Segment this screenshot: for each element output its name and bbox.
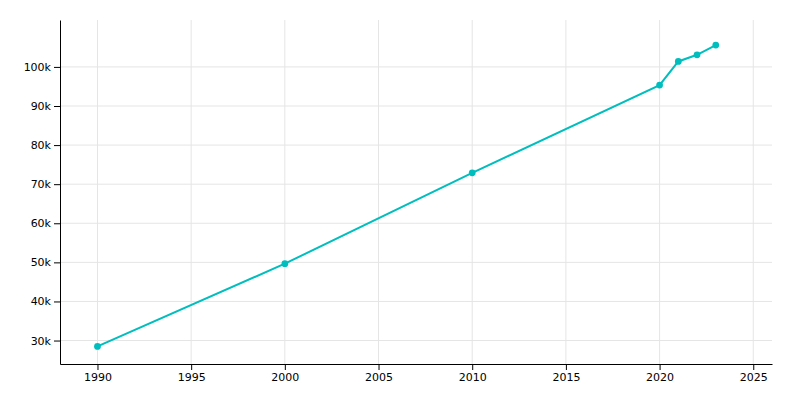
x-tick-label: 2015 [552, 371, 580, 384]
grid-line-y [60, 66, 772, 67]
grid-line-x [753, 20, 754, 364]
x-tick: 2010 [459, 364, 487, 384]
y-tick-label: 30k [31, 335, 52, 348]
grid-line-y [60, 301, 772, 302]
y-tick: 70k [31, 178, 60, 191]
y-tick-label: 100k [24, 61, 52, 74]
x-tick-label: 2010 [459, 371, 487, 384]
y-tick: 100k [24, 61, 60, 74]
grid-line-y [60, 340, 772, 341]
y-tick-mark [54, 341, 60, 342]
y-tick-label: 90k [31, 100, 52, 113]
x-axis: 1990 1995 2000 2005 2010 2015 2020 2025 [61, 364, 773, 384]
y-tick-mark [54, 145, 60, 146]
x-tick-mark [566, 364, 567, 370]
x-axis-line [61, 364, 773, 365]
point [469, 169, 476, 176]
y-tick-mark [54, 106, 60, 107]
x-tick: 2015 [552, 364, 580, 384]
x-tick: 1995 [178, 364, 206, 384]
y-tick-label: 60k [31, 217, 52, 230]
line [97, 45, 715, 346]
x-tick: 1990 [84, 364, 112, 384]
y-tick-label: 40k [31, 295, 52, 308]
x-tick-label: 1995 [178, 371, 206, 384]
chart-container: 1990 1995 2000 2005 2010 2015 2020 2025 30k 40k 50… [0, 0, 800, 400]
grid-line-x [565, 20, 566, 364]
grid-line-x [97, 20, 98, 364]
x-tick-mark [379, 364, 380, 370]
point [694, 51, 701, 58]
grid-line-y [60, 106, 772, 107]
grid-line-x [191, 20, 192, 364]
grid-line-x [284, 20, 285, 364]
x-tick: 2020 [646, 364, 674, 384]
y-tick-label: 50k [31, 256, 52, 269]
x-tick: 2025 [740, 364, 768, 384]
y-tick-mark [54, 67, 60, 68]
x-tick-mark [660, 364, 661, 370]
x-tick: 2005 [365, 364, 393, 384]
point [94, 343, 101, 350]
y-tick: 40k [31, 295, 60, 308]
x-tick-mark [753, 364, 754, 370]
x-tick-label: 2020 [646, 371, 674, 384]
y-tick: 80k [31, 139, 60, 152]
chart-svg: 1990 1995 2000 2005 2010 2015 2020 2025 30k 40k 50… [0, 0, 800, 400]
y-tick-label: 70k [31, 178, 52, 191]
grid-line-x [659, 20, 660, 364]
point [281, 260, 288, 267]
grid-line-y [60, 262, 772, 263]
grid-line-x [472, 20, 473, 364]
y-axis: 30k 40k 50k 60k 70k 80k 90k 100k [24, 21, 61, 365]
grid-line-y [60, 223, 772, 224]
y-tick-mark [54, 301, 60, 302]
x-tick: 2000 [271, 364, 299, 384]
y-tick: 30k [31, 335, 60, 348]
y-tick: 90k [31, 100, 60, 113]
point [712, 42, 719, 49]
x-tick-label: 2000 [271, 371, 299, 384]
x-tick-mark [191, 364, 192, 370]
y-tick-mark [54, 223, 60, 224]
grid [60, 20, 772, 364]
grid-line-x [378, 20, 379, 364]
y-tick: 50k [31, 256, 60, 269]
y-tick-label: 80k [31, 139, 52, 152]
grid-line-y [60, 145, 772, 146]
x-tick-mark [285, 364, 286, 370]
point [675, 58, 682, 65]
x-tick-label: 2025 [740, 371, 768, 384]
x-tick-mark [97, 364, 98, 370]
y-tick-mark [54, 262, 60, 263]
grid-line-y [60, 184, 772, 185]
marks [94, 42, 719, 350]
point [656, 82, 663, 89]
x-tick-label: 2005 [365, 371, 393, 384]
y-tick: 60k [31, 217, 60, 230]
y-axis-line [60, 21, 61, 365]
x-tick-label: 1990 [84, 371, 112, 384]
x-tick-mark [472, 364, 473, 370]
y-tick-mark [54, 184, 60, 185]
plot-root: 1990 1995 2000 2005 2010 2015 2020 2025 30k 40k 50… [24, 20, 773, 384]
